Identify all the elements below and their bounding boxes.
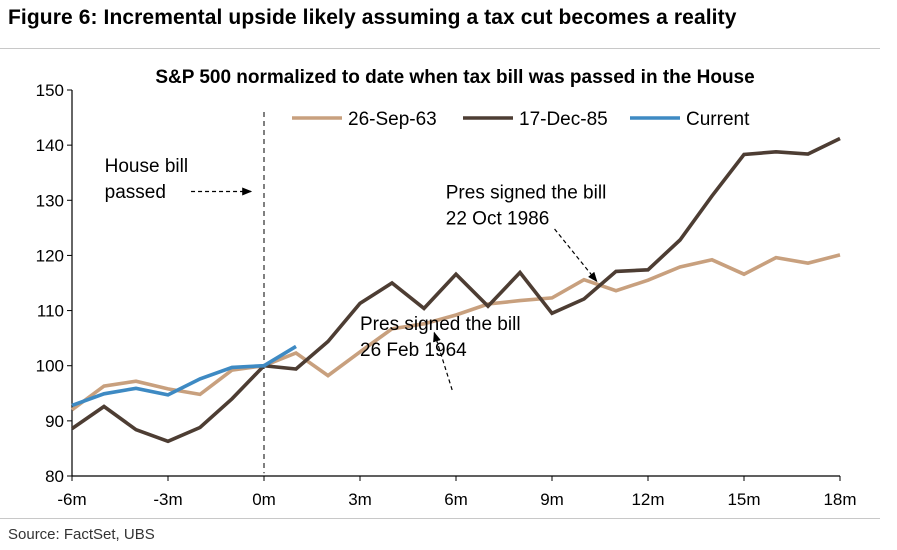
annotation-text: Pres signed the bill 22 Oct 1986 [446,183,607,230]
annotation-arrow [433,331,453,391]
x-tick-label: 18m [823,490,856,509]
x-tick-label: 3m [348,490,372,509]
annotation-line: passed [105,182,166,203]
legend-label: 17-Dec-85 [519,109,608,130]
source-divider [0,518,880,519]
series-line-26-sep-63 [70,253,841,412]
x-tick-label: 6m [444,490,468,509]
x-tick-label: -3m [153,490,182,509]
y-tick-label: 100 [36,357,64,376]
legend-label: Current [686,109,750,130]
y-tick-label: 110 [37,302,64,321]
series-line-17-dec-85 [70,136,841,444]
legend: 26-Sep-63 17-Dec-85 Current [292,109,750,130]
figure-title: Figure 6: Incremental upside likely assu… [8,6,737,29]
title-divider [0,48,880,49]
series-layer [70,136,841,444]
y-tick-label: 90 [45,412,64,431]
x-tick-label: 9m [540,490,564,509]
y-tick-label: 80 [45,467,64,486]
annotation-arrow [554,228,598,283]
x-tick-label: 0m [252,490,276,509]
annotation-text: House bill passed [105,156,188,203]
annotation-line: House bill [105,156,188,177]
chart-title: S&P 500 normalized to date when tax bill… [155,67,754,88]
series-line-current [71,344,297,408]
y-tick-label: 130 [36,191,64,210]
annotation-text: Pres signed the bill 26 Feb 1964 [360,314,521,361]
source-note: Source: FactSet, UBS [8,526,155,543]
x-tick-label: 15m [727,490,760,509]
y-tick-label: 140 [36,136,64,155]
annotation-line: 22 Oct 1986 [446,209,550,230]
annotation-line: Pres signed the bill [360,314,521,335]
legend-label: 26-Sep-63 [348,109,437,130]
annotation-line: Pres signed the bill [446,183,607,204]
y-tick-label: 120 [36,246,64,265]
y-tick-label: 150 [36,81,64,100]
annotation-layer: House bill passed Pres signed the bill 22 O… [105,156,607,391]
annotation-line: 26 Feb 1964 [360,340,467,361]
line-chart: S&P 500 normalized to date when tax bill… [36,67,857,509]
axes: 80 90 100 110 120 130 140 150 -6m -3m 0m 3m 6m 9m 12m 1… [36,81,857,509]
x-tick-label: 12m [631,490,664,509]
x-tick-label: -6m [57,490,86,509]
